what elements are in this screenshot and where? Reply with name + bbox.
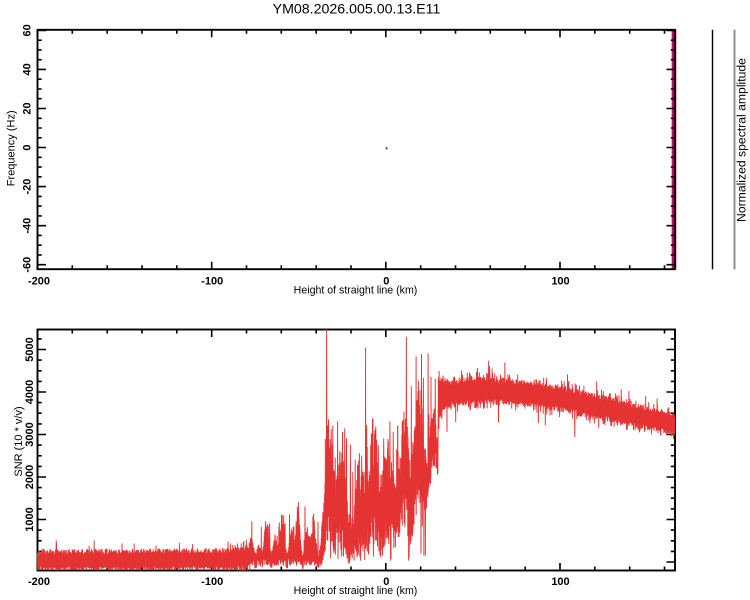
svg-text:0: 0: [22, 144, 34, 150]
svg-text:-200: -200: [28, 576, 50, 588]
svg-text:60: 60: [22, 24, 34, 36]
svg-text:Normalized spectral amplitude: Normalized spectral amplitude: [735, 58, 749, 222]
svg-text:SNR (10 * v/v): SNR (10 * v/v): [13, 406, 25, 476]
svg-text:2000: 2000: [24, 465, 36, 489]
svg-text:0: 0: [383, 276, 389, 288]
svg-text:100: 100: [551, 576, 569, 588]
svg-text:Height of straight line (km): Height of straight line (km): [294, 285, 418, 297]
svg-text:-100: -100: [201, 276, 223, 288]
svg-text:4000: 4000: [24, 380, 36, 404]
svg-text:Frequency (Hz): Frequency (Hz): [6, 110, 18, 186]
svg-text:-100: -100: [201, 576, 223, 588]
svg-text:0: 0: [383, 576, 389, 588]
svg-text:-20: -20: [22, 179, 34, 195]
svg-text:YM08.2026.005.00.13.E11: YM08.2026.005.00.13.E11: [273, 2, 441, 18]
svg-text:100: 100: [551, 276, 569, 288]
svg-text:Height of straight line (km): Height of straight line (km): [294, 585, 418, 597]
svg-text:-200: -200: [28, 276, 50, 288]
svg-text:1000: 1000: [24, 507, 36, 531]
svg-text:-60: -60: [22, 257, 34, 273]
svg-text:40: 40: [22, 63, 34, 75]
svg-text:20: 20: [22, 102, 34, 114]
svg-text:5000: 5000: [24, 337, 36, 361]
svg-text:-40: -40: [22, 218, 34, 234]
svg-text:3000: 3000: [24, 422, 36, 446]
